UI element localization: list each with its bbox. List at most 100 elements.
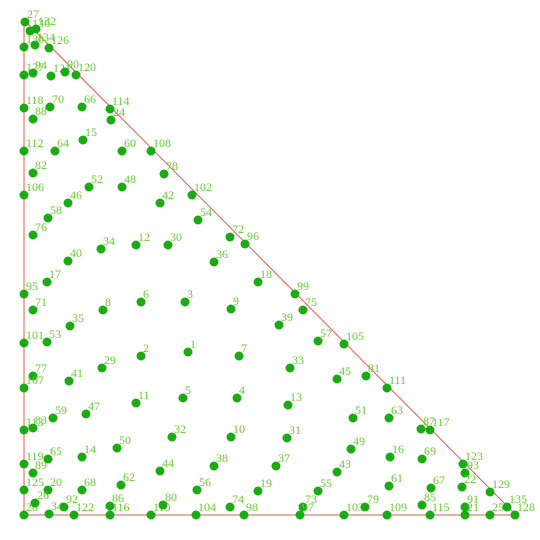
node (417, 500, 427, 510)
node (46, 71, 56, 81)
node-label: 111 (389, 373, 406, 387)
node (187, 190, 197, 200)
node (485, 487, 495, 497)
node (225, 232, 235, 242)
node (30, 40, 40, 50)
node-label: 104 (198, 500, 216, 514)
node-label: 97 (302, 500, 314, 514)
node (384, 413, 394, 423)
node-label: 90 (67, 57, 79, 71)
node (183, 347, 193, 357)
node-label: 120 (78, 60, 96, 74)
node-label: 1 (190, 337, 196, 351)
node-label: 77 (35, 361, 47, 375)
node (19, 425, 29, 435)
node (209, 257, 219, 267)
node-label: 64 (57, 136, 69, 150)
node-label: 134 (37, 30, 55, 44)
node (285, 363, 295, 373)
node (136, 297, 146, 307)
node-label: 107 (26, 373, 44, 387)
node (42, 277, 52, 287)
node-label: 41 (71, 366, 83, 380)
node (45, 102, 55, 112)
node-label: 95 (26, 279, 38, 293)
node-label: 116 (112, 500, 130, 514)
node-label: 112 (26, 136, 44, 150)
node (44, 509, 54, 519)
node-label: 11 (138, 388, 150, 402)
node-label: 32 (174, 422, 186, 436)
node-label: 38 (216, 451, 228, 465)
node-label: 39 (281, 310, 293, 324)
node (63, 198, 73, 208)
node (19, 383, 29, 393)
node-label: 40 (70, 246, 82, 260)
node-label: 5 (185, 383, 191, 397)
node (234, 351, 244, 361)
node-label: 93 (467, 458, 479, 472)
node (426, 483, 436, 493)
node-label: 91 (467, 492, 479, 506)
node-label: 26 (37, 488, 49, 502)
node (458, 459, 468, 469)
node-label: 62 (123, 470, 135, 484)
node (19, 459, 29, 469)
node (385, 452, 395, 462)
node-label: 81 (368, 361, 380, 375)
node (105, 501, 115, 511)
node (19, 485, 29, 495)
node (78, 135, 88, 145)
node-label: 71 (35, 295, 47, 309)
node-label: 25 (492, 500, 504, 514)
node (240, 239, 250, 249)
node-label: 27 (27, 7, 39, 21)
node (44, 43, 54, 53)
node (131, 398, 141, 408)
node (313, 336, 323, 346)
node-label: 14 (84, 442, 96, 456)
node (225, 502, 235, 512)
node (84, 182, 94, 192)
node (298, 305, 308, 315)
node (226, 432, 236, 442)
node (339, 339, 349, 349)
node (239, 510, 249, 520)
node (19, 42, 29, 52)
node-label: 47 (88, 399, 100, 413)
node-label: 43 (339, 457, 351, 471)
node (274, 320, 284, 330)
node (28, 68, 38, 78)
node (191, 510, 201, 520)
node (332, 374, 342, 384)
node (460, 468, 470, 478)
node (97, 363, 107, 373)
node-label: 89 (35, 458, 47, 472)
node (146, 510, 156, 520)
node-label: 72 (232, 222, 244, 236)
node (28, 168, 38, 178)
node (502, 502, 512, 512)
node (163, 240, 173, 250)
node-label: 114 (112, 94, 130, 108)
node (117, 182, 127, 192)
node-label: 10 (233, 422, 245, 436)
node-label: 56 (199, 475, 211, 489)
node (19, 338, 29, 348)
node (64, 376, 74, 386)
node (116, 480, 126, 490)
node (59, 502, 69, 512)
node (209, 461, 219, 471)
node-label: 88 (35, 104, 47, 118)
node-label: 20 (50, 475, 62, 489)
node (43, 454, 53, 464)
node (158, 500, 168, 510)
node-label: 65 (50, 444, 62, 458)
node (77, 452, 87, 462)
node-label: 86 (112, 491, 124, 505)
node (146, 146, 156, 156)
node (28, 423, 38, 433)
boundary-edge (23, 19, 518, 516)
node-label: 16 (392, 442, 404, 456)
